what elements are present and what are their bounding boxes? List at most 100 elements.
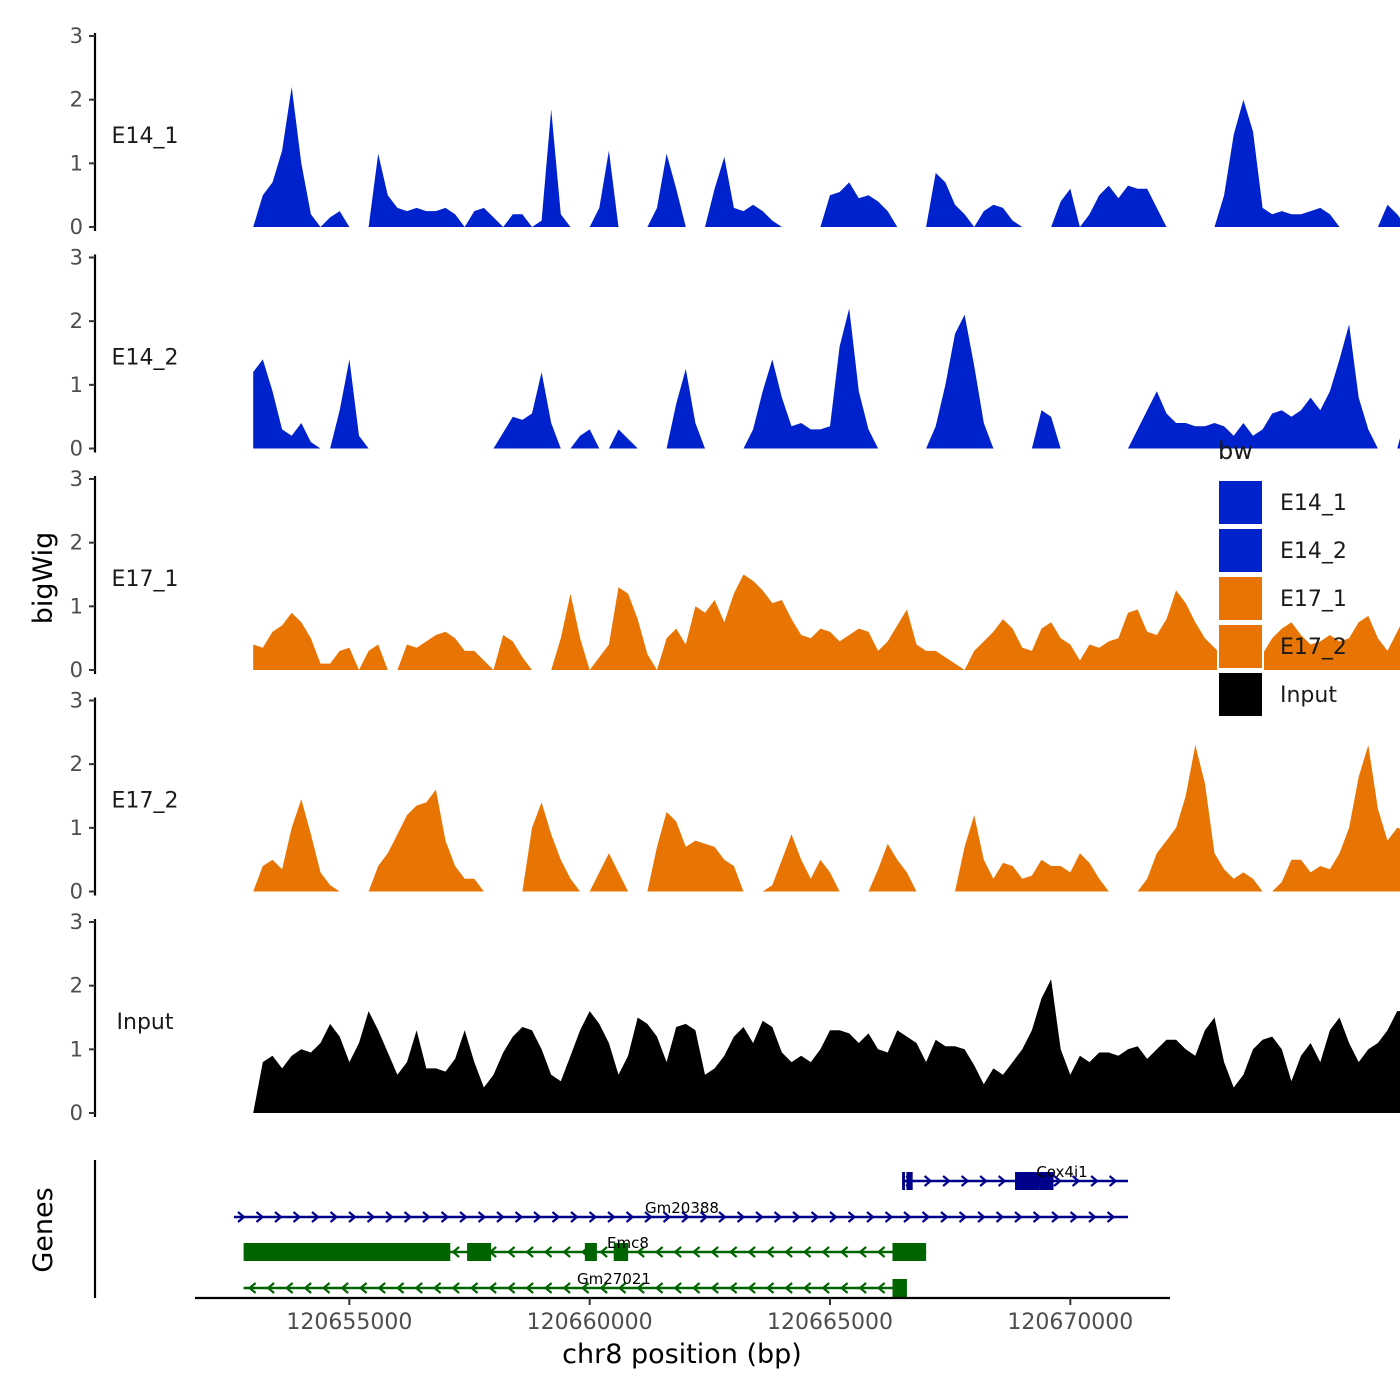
gene-exon [613, 1243, 629, 1261]
gene-exon [1015, 1172, 1040, 1190]
strand-chevron [255, 1211, 265, 1223]
track-label: E17_2 [112, 789, 179, 814]
strand-chevron [551, 1211, 561, 1223]
strand-chevron [514, 1211, 524, 1223]
strand-chevron [636, 1282, 645, 1294]
strand-chevron [617, 1282, 627, 1294]
strand-chevron [366, 1211, 376, 1223]
strand-chevron [839, 1246, 849, 1258]
track-e14-1: 0 1 2 3 E14_1 [70, 24, 1400, 239]
gene-emc8: Emc8 [243, 1234, 927, 1261]
legend-key [1217, 527, 1264, 574]
gene-exon [902, 1172, 905, 1190]
legend-key [1217, 671, 1264, 718]
strand-chevron [599, 1282, 608, 1294]
strand-chevron [1071, 1175, 1081, 1187]
gene-label: Emc8 [607, 1234, 649, 1252]
strand-chevron [247, 1282, 257, 1294]
gene-exon [906, 1172, 913, 1190]
strand-chevron [858, 1246, 867, 1258]
track-e17-2: 0 1 2 3 E17_2 [70, 689, 1400, 904]
strand-chevron [736, 1211, 746, 1223]
strand-chevron [979, 1175, 988, 1187]
gene-exon [584, 1243, 597, 1261]
strand-chevron [1090, 1175, 1099, 1187]
strand-chevron [1088, 1211, 1097, 1223]
strand-chevron [773, 1211, 783, 1223]
legend-title: bw [1218, 437, 1253, 465]
strand-chevron [710, 1282, 719, 1294]
strand-chevron [1108, 1175, 1118, 1187]
strand-chevron [440, 1211, 450, 1223]
coverage-tracks: 0 1 2 3 E14_1 0 1 2 3 E14_2 0 1 2 3 E17_1 0 1 2 3 E17_2 0 1 2 3… [70, 24, 1400, 1125]
strand-chevron [377, 1282, 386, 1294]
strand-chevron [903, 1211, 912, 1223]
strand-chevron [876, 1246, 886, 1258]
track-e17-1: 0 1 2 3 E17_1 [70, 467, 1400, 682]
strand-chevron [311, 1211, 320, 1223]
x-axis-title: chr8 position (bp) [562, 1339, 802, 1370]
strand-chevron [960, 1175, 970, 1187]
strand-chevron [755, 1211, 764, 1223]
coverage-area [253, 745, 1400, 892]
strand-chevron [562, 1246, 571, 1258]
strand-chevron [432, 1282, 442, 1294]
strand-chevron [654, 1246, 664, 1258]
track-e14-2: 0 1 2 3 E14_2 [70, 246, 1400, 461]
strand-chevron [942, 1175, 951, 1187]
strand-chevron [636, 1246, 645, 1258]
track-input: 0 1 2 3 Input [70, 910, 1400, 1125]
strand-chevron [997, 1175, 1007, 1187]
legend-label: E17_1 [1280, 587, 1347, 612]
legend-label: E17_2 [1280, 635, 1347, 660]
x-tick-label: 120660000 [527, 1310, 653, 1335]
strand-chevron [765, 1246, 775, 1258]
coverage-area [253, 308, 1400, 449]
strand-chevron [340, 1282, 349, 1294]
strand-chevron [977, 1211, 986, 1223]
strand-chevron [802, 1282, 812, 1294]
y-axis-title: bigWig [28, 532, 59, 625]
legend-key [1217, 575, 1264, 622]
legend: bw E14_1 E14_2 E17_1 E17_2 Input [1217, 437, 1347, 718]
strand-chevron [477, 1211, 487, 1223]
strand-chevron [784, 1282, 793, 1294]
gene-gm20388: Gm20388 [234, 1199, 1128, 1223]
coverage-area [253, 979, 1400, 1113]
strand-chevron [995, 1211, 1005, 1223]
y-tick-label: 1 [70, 1037, 83, 1061]
strand-chevron [543, 1246, 553, 1258]
strand-chevron [1051, 1211, 1060, 1223]
strand-chevron [358, 1282, 368, 1294]
track-label: Input [117, 1010, 174, 1035]
strand-chevron [858, 1282, 867, 1294]
y-tick-label: 0 [70, 1101, 83, 1125]
strand-chevron [625, 1211, 635, 1223]
strand-chevron [673, 1246, 682, 1258]
y-tick-label: 2 [70, 531, 83, 555]
strand-chevron [839, 1282, 849, 1294]
strand-chevron [321, 1282, 331, 1294]
strand-chevron [847, 1211, 857, 1223]
strand-chevron [728, 1282, 738, 1294]
y-tick-label: 1 [70, 151, 83, 175]
gene-label: Gm20388 [645, 1199, 719, 1217]
strand-chevron [303, 1282, 312, 1294]
strand-chevron [921, 1211, 931, 1223]
strand-chevron [451, 1282, 460, 1294]
strand-chevron [395, 1282, 405, 1294]
strand-chevron [792, 1211, 801, 1223]
strand-chevron [451, 1246, 460, 1258]
strand-chevron [348, 1211, 357, 1223]
x-tick-label: 120670000 [1007, 1310, 1133, 1335]
strand-chevron [728, 1246, 738, 1258]
gene-gm27021: Gm27021 [243, 1270, 907, 1297]
legend-key [1217, 623, 1264, 670]
strand-chevron [821, 1246, 830, 1258]
y-tick-label: 0 [70, 658, 83, 682]
track-label: E14_2 [112, 346, 179, 371]
x-axis: 120655000 120660000 120665000 120670000 [195, 1296, 1170, 1335]
strand-chevron [747, 1246, 756, 1258]
strand-chevron [802, 1246, 812, 1258]
strand-chevron [1053, 1175, 1062, 1187]
